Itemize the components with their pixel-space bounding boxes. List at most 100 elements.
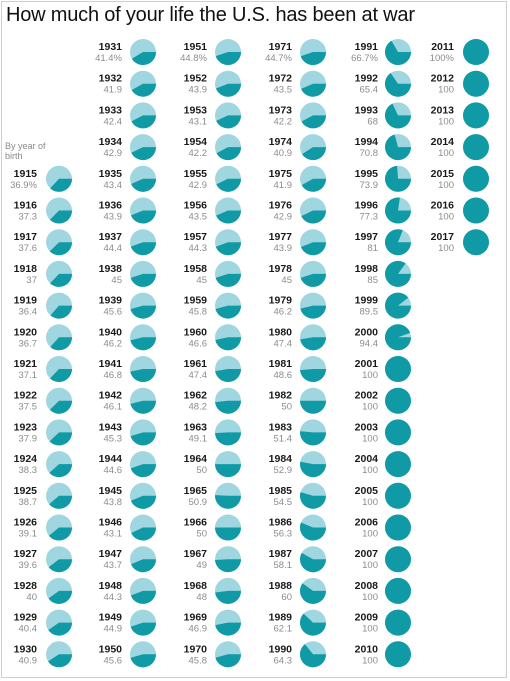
percent-label: 100 — [438, 148, 454, 159]
percent-label: 85 — [367, 275, 378, 286]
year-label: 2004 — [355, 453, 379, 465]
year-label: 1926 — [14, 517, 38, 529]
percent-label: 100 — [438, 180, 454, 191]
pie-war-wedge — [130, 590, 156, 604]
pie-war-wedge — [215, 432, 242, 446]
pie-war-wedge — [385, 324, 411, 351]
pie-war-wedge — [130, 273, 156, 287]
percent-label: 44.6 — [104, 465, 123, 476]
percent-label: 36.7 — [19, 338, 38, 349]
pie-war-wedge — [301, 178, 326, 192]
percent-label: 43.7 — [104, 560, 123, 571]
year-label: 2014 — [431, 136, 455, 148]
year-label: 1962 — [184, 390, 208, 402]
year-label: 1988 — [269, 580, 293, 592]
chart-title: How much of your life the U.S. has been … — [6, 4, 415, 26]
pie-war-wedge — [385, 165, 411, 192]
percent-label: 100 — [438, 116, 454, 127]
year-label: 2009 — [355, 612, 379, 624]
percent-label: 70.8 — [360, 148, 379, 159]
percent-label: 43.5 — [274, 85, 293, 96]
percent-label: 43.8 — [104, 497, 123, 508]
pie-war-wedge — [385, 103, 411, 129]
percent-label: 100 — [362, 624, 378, 635]
pie-war-wedge — [48, 590, 72, 604]
year-label: 1924 — [14, 453, 38, 465]
year-label: 2010 — [355, 643, 379, 655]
year-label: 1957 — [184, 231, 208, 243]
percent-label: 51.4 — [274, 433, 293, 444]
pie-war-wedge — [300, 613, 326, 636]
pie-war-wedge — [130, 400, 156, 414]
pie-war-wedge — [215, 559, 241, 573]
year-label: 1992 — [355, 73, 379, 85]
percent-label: 37.9 — [19, 433, 38, 444]
year-label: 1917 — [14, 231, 38, 243]
percent-label: 46.2 — [274, 307, 293, 318]
year-label: 2000 — [355, 326, 379, 338]
percent-label: 48.2 — [189, 402, 208, 413]
year-label: 1960 — [184, 326, 208, 338]
year-label: 1927 — [14, 548, 38, 560]
pie-war-wedge — [48, 527, 72, 541]
percent-label: 42.9 — [189, 180, 208, 191]
year-label: 2016 — [431, 200, 455, 212]
year-label: 1978 — [269, 263, 293, 275]
pie-war-wedge — [463, 197, 489, 224]
pie-war-wedge — [300, 400, 326, 414]
year-label: 1935 — [99, 168, 123, 180]
percent-label: 58.1 — [274, 560, 293, 571]
percent-label: 100 — [362, 529, 378, 540]
year-label: 1994 — [355, 136, 379, 148]
percent-label: 41.9 — [104, 85, 123, 96]
percent-label: 100 — [362, 433, 378, 444]
pie-war-wedge — [215, 527, 241, 541]
year-label: 2002 — [355, 390, 379, 402]
pie-war-wedge — [215, 242, 242, 256]
percent-label: 41.4% — [95, 53, 122, 64]
year-label: 1967 — [184, 548, 208, 560]
year-label: 1993 — [355, 104, 379, 116]
percent-label: 45 — [111, 275, 122, 286]
percent-label: 56.3 — [274, 529, 293, 540]
year-label: 1929 — [14, 612, 38, 624]
year-label: 1937 — [99, 231, 123, 243]
pie-war-wedge — [215, 369, 242, 383]
year-label: 1966 — [184, 517, 208, 529]
pie-war-wedge — [300, 552, 327, 573]
percent-label: 66.7% — [351, 53, 378, 64]
pie-war-wedge — [385, 577, 411, 604]
year-label: 1989 — [269, 612, 293, 624]
percent-label: 39.6 — [19, 560, 38, 571]
year-label: 2013 — [431, 104, 455, 116]
pie-war-wedge — [130, 337, 156, 351]
percent-label: 45.6 — [104, 307, 123, 318]
percent-label: 42.2 — [189, 148, 208, 159]
pie-war-wedge — [215, 622, 241, 636]
